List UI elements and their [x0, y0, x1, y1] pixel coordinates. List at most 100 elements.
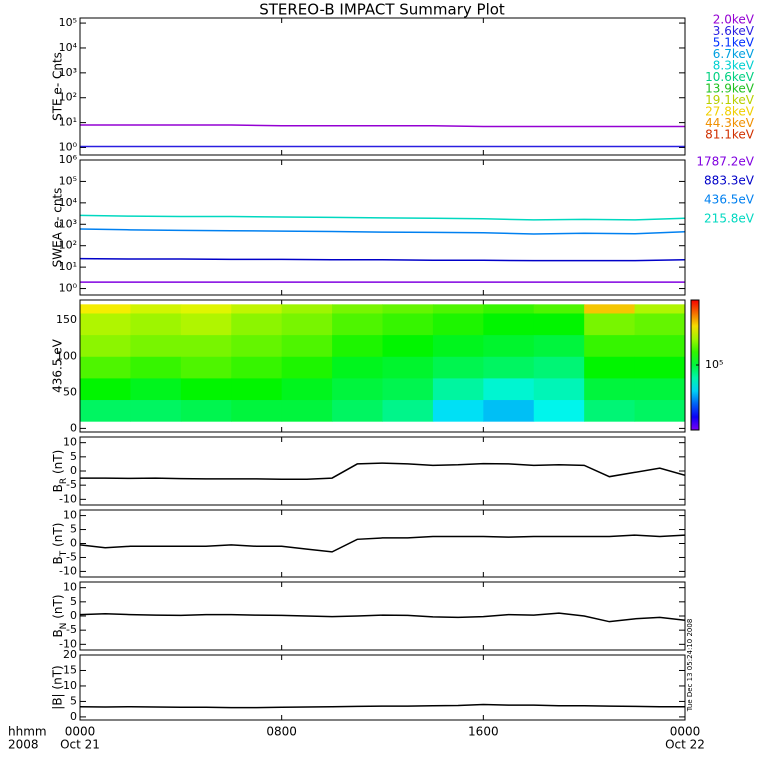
x-date-label: Oct 22 [665, 738, 705, 752]
x-tick-label: 0800 [266, 725, 297, 739]
heatmap-cell [332, 334, 383, 357]
y-tick-label: 10² [59, 91, 77, 104]
y-axis-label: STE e- Cnts [51, 52, 65, 121]
heatmap-cell [281, 399, 333, 422]
y-tick-label: 10³ [59, 217, 77, 230]
heatmap-cell [584, 312, 636, 336]
y-tick-label: 50 [63, 385, 77, 398]
y-axis-label-part: B [51, 484, 65, 492]
heatmap-cell [180, 399, 232, 422]
y-tick-label: 10¹ [59, 116, 77, 129]
y-tick-label: 0 [70, 421, 77, 434]
heatmap-cell [180, 377, 232, 401]
heatmap-cell [180, 304, 232, 314]
heatmap-cell [231, 304, 283, 314]
heatmap-cell [432, 356, 484, 379]
y-tick-label: 100 [56, 349, 77, 362]
y-tick-label: 10⁴ [59, 196, 78, 209]
series-line [80, 612, 685, 623]
heatmap-cell [332, 377, 383, 401]
heatmap-cell [80, 399, 131, 422]
legend-entry: 27.8keV [705, 105, 755, 119]
y-tick-label: 10 [63, 509, 77, 522]
y-tick-label: 10⁰ [59, 282, 78, 295]
series-line [80, 703, 685, 709]
heatmap-cell [584, 334, 636, 357]
heatmap-cell [80, 304, 131, 314]
y-tick-label: 10⁵ [59, 174, 77, 187]
heatmap-cell [332, 304, 383, 314]
y-tick-label: 10¹ [59, 260, 77, 273]
legend-entry: 2.0keV [713, 13, 755, 27]
y-tick-label: 10⁰ [59, 141, 78, 154]
heatmap-cell [281, 312, 333, 336]
heatmap-cell [634, 334, 686, 357]
heatmap-cell [130, 399, 182, 422]
heatmap-cell [634, 377, 686, 401]
heatmap-cell [180, 356, 232, 379]
legend-entry: 1787.2eV [696, 155, 754, 169]
heatmap-cell [533, 377, 585, 401]
panel-frame [79, 299, 686, 433]
heatmap-cell [130, 304, 182, 314]
heatmap-cell [231, 356, 283, 379]
legend-entry: 6.7keV [713, 47, 755, 61]
panel-frame [79, 436, 686, 506]
heatmap-cell [231, 334, 283, 357]
heatmap-cell [281, 377, 333, 401]
legend-entry: 3.6keV [713, 24, 755, 38]
heatmap-cell [432, 377, 484, 401]
heatmap-cell [80, 312, 131, 336]
x-axis-label: 2008 [8, 738, 39, 752]
heatmap-cell [382, 377, 434, 401]
heatmap-cell [584, 304, 636, 314]
heatmap-cell [281, 334, 333, 357]
y-axis-label: SWEA e- cnts [51, 188, 65, 268]
y-axis-label-part: R [59, 478, 69, 484]
y-tick-label: 0 [70, 464, 77, 477]
y-tick-label: 10³ [59, 66, 77, 79]
y-tick-label: 10⁵ [59, 16, 77, 29]
x-date-label: Oct 21 [60, 738, 100, 752]
heatmap-cell [483, 399, 535, 422]
y-axis-label-part: (nT) [51, 523, 65, 551]
heatmap-cell [382, 399, 434, 422]
heatmap-cell [483, 304, 535, 314]
y-tick-label: 15 [63, 663, 77, 676]
y-tick-label: 5 [70, 523, 77, 536]
heatmap-cell [231, 312, 283, 336]
y-tick-label: 5 [70, 694, 77, 707]
heatmap-cell [634, 304, 686, 314]
y-axis-label-part: B [51, 629, 65, 637]
heatmap-cell [332, 312, 383, 336]
y-axis-label: 436.5 eV [51, 338, 65, 393]
heatmap-cell [281, 304, 333, 314]
heatmap-cell [130, 356, 182, 379]
heatmap-cell [483, 334, 535, 357]
heatmap-cell [533, 399, 585, 422]
y-tick-label: 0 [70, 537, 77, 550]
x-tick-label: 0000 [670, 725, 701, 739]
x-tick-label: 0000 [65, 725, 96, 739]
legend-entry: 5.1keV [713, 36, 755, 50]
y-tick-label: 10² [59, 239, 77, 252]
heatmap-cell [382, 312, 434, 336]
y-tick-label: 0 [70, 609, 77, 622]
heatmap-cell [432, 312, 484, 336]
heatmap-cell [382, 304, 434, 314]
heatmap-cell [231, 377, 283, 401]
heatmap-cell [80, 377, 131, 401]
heatmap-cell [634, 356, 686, 379]
y-tick-label: 10⁴ [59, 41, 78, 54]
panel-frame [79, 654, 686, 721]
heatmap-cell [483, 377, 535, 401]
y-tick-label: -5 [66, 550, 77, 563]
y-tick-label: 10 [63, 436, 77, 449]
y-axis-label: BT (nT) [51, 523, 69, 565]
y-axis-label: BR (nT) [51, 450, 69, 493]
heatmap-cell [332, 399, 383, 422]
heatmap-cell [432, 304, 484, 314]
heatmap-cell [80, 356, 131, 379]
y-tick-label: -10 [59, 637, 77, 650]
y-tick-label: 10 [63, 679, 77, 692]
